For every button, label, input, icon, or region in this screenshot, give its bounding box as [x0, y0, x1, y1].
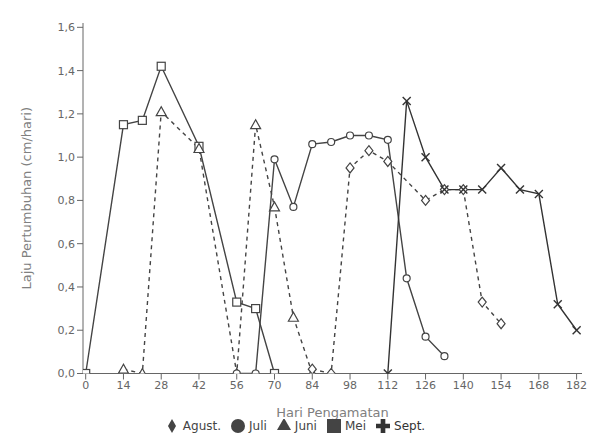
html-text:Mei: Mei: [344, 418, 366, 433]
svg-text:Laju Pertumbuhan (cm/hari): Laju Pertumbuhan (cm/hari): [19, 107, 34, 289]
svg-text:0,6: 0,6: [58, 238, 76, 251]
html-text:Sept.: Sept.: [394, 418, 426, 433]
svg-text:56: 56: [230, 379, 244, 392]
svg-text:0: 0: [82, 379, 89, 392]
svg-text:70: 70: [268, 379, 282, 392]
html-text:Juni: Juni: [294, 418, 317, 433]
svg-text:14: 14: [116, 379, 130, 392]
svg-text:0,4: 0,4: [58, 281, 76, 294]
svg-text:140: 140: [453, 379, 474, 392]
html-text:Juli: Juli: [249, 418, 267, 433]
svg-text:98: 98: [343, 379, 357, 392]
svg-text:84: 84: [305, 379, 319, 392]
svg-text:1,2: 1,2: [58, 108, 76, 121]
html-text:Agust.: Agust.: [182, 418, 221, 433]
svg-text:182: 182: [566, 379, 587, 392]
svg-text:28: 28: [154, 379, 168, 392]
svg-text:1,6: 1,6: [58, 21, 76, 34]
svg-text:1,0: 1,0: [58, 151, 76, 164]
svg-text:154: 154: [491, 379, 512, 392]
svg-text:1,4: 1,4: [58, 65, 76, 78]
svg-text:0,8: 0,8: [58, 194, 76, 207]
svg-text:168: 168: [528, 379, 549, 392]
svg-text:112: 112: [377, 379, 398, 392]
svg-text:42: 42: [192, 379, 206, 392]
svg-text:0,2: 0,2: [58, 324, 76, 337]
svg-text:Hari Pengamatan: Hari Pengamatan: [276, 405, 389, 420]
svg-text:126: 126: [415, 379, 436, 392]
svg-text:0,0: 0,0: [58, 367, 76, 380]
